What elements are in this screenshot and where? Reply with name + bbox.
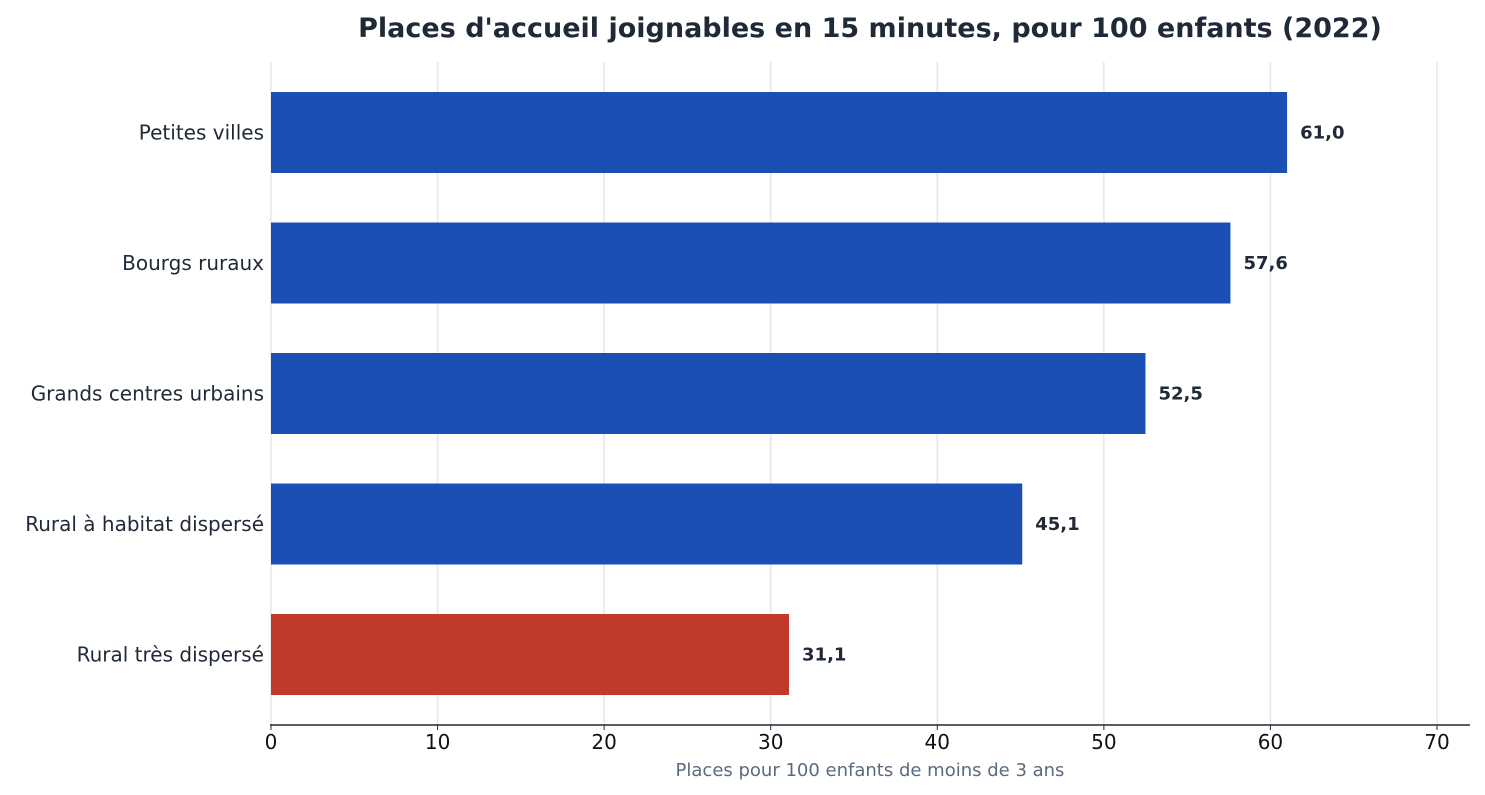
- data-label: 57,6: [1243, 253, 1287, 274]
- x-tick-label: 70: [1424, 730, 1449, 754]
- bar: [271, 222, 1231, 304]
- bar: [271, 353, 1146, 434]
- x-tick-label: 50: [1091, 730, 1116, 754]
- category-label: Bourgs ruraux: [122, 251, 264, 275]
- bars: [271, 92, 1288, 695]
- category-label: Grands centres urbains: [31, 382, 264, 406]
- x-axis-label: Places pour 100 enfants de moins de 3 an…: [676, 760, 1065, 781]
- data-label: 52,5: [1159, 384, 1203, 405]
- x-tick-label: 10: [425, 730, 450, 754]
- x-axis-ticks: 0 10 20 30 40 50 60 70: [265, 725, 1450, 754]
- chart-title: Places d'accueil joignables en 15 minute…: [358, 13, 1382, 44]
- data-label: 61,0: [1300, 123, 1344, 144]
- x-tick-label: 40: [925, 730, 950, 754]
- data-label: 45,1: [1035, 514, 1079, 535]
- x-tick-label: 0: [265, 730, 278, 754]
- category-label: Petites villes: [139, 121, 264, 145]
- category-label: Rural à habitat dispersé: [25, 512, 264, 536]
- value-labels: 61,0 57,6 52,5 45,1 31,1: [802, 123, 1344, 666]
- bar: [271, 614, 790, 695]
- category-labels: Petites villes Bourgs ruraux Grands centre…: [25, 121, 264, 667]
- bar: [271, 483, 1023, 565]
- x-tick-label: 60: [1258, 730, 1283, 754]
- category-label: Rural très dispersé: [77, 643, 264, 667]
- data-label: 31,1: [802, 645, 846, 666]
- x-tick-label: 20: [591, 730, 616, 754]
- bar: [271, 92, 1288, 173]
- x-tick-label: 30: [758, 730, 783, 754]
